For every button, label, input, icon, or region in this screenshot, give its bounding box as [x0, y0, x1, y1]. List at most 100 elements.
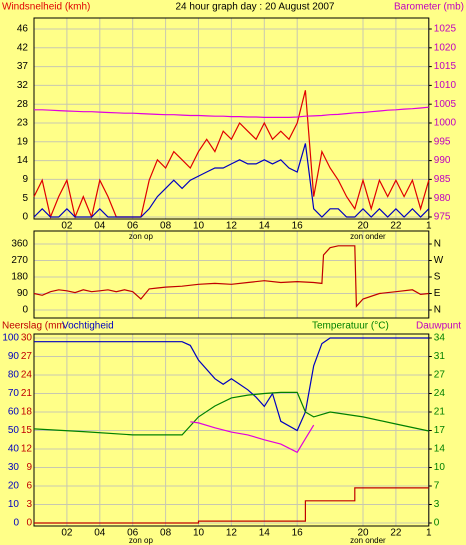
- x-tick-label: 16: [292, 221, 304, 232]
- y2-tick-label: 1005: [434, 99, 457, 110]
- y2-tick-label: 10: [434, 462, 446, 473]
- y-tick-label: 28: [17, 99, 29, 110]
- x-tick-label: 16: [292, 528, 304, 539]
- y-tick-label: 40: [8, 444, 20, 455]
- x-tick-label: 14: [259, 221, 271, 232]
- series-line: [33, 391, 429, 436]
- y3-tick-label: 24: [21, 370, 33, 381]
- y-tick-label: 9: [22, 174, 28, 185]
- y2-tick-label: 1010: [434, 80, 457, 91]
- x-tick-label: 06: [127, 221, 139, 232]
- y2-tick-label: S: [434, 272, 441, 283]
- annotation: zon onder: [350, 536, 386, 545]
- x-tick-label: 02: [61, 221, 73, 232]
- x-tick-label: 20: [357, 221, 369, 232]
- y2-tick-label: N: [434, 239, 441, 250]
- y2-tick-label: 995: [434, 136, 451, 147]
- x-tick-label: 12: [226, 221, 238, 232]
- y3-tick-label: 3: [26, 499, 32, 510]
- series-line: [190, 421, 315, 454]
- plot-frame: [33, 333, 430, 527]
- y-tick-label: 32: [17, 80, 29, 91]
- y3-tick-label: 9: [26, 462, 32, 473]
- dewpoint-label: Dauwpunt: [416, 321, 461, 332]
- y3-tick-label: 6: [26, 481, 32, 492]
- plot-frame: [33, 230, 430, 319]
- y2-tick-label: 1000: [434, 118, 457, 129]
- y-tick-label: 60: [8, 407, 20, 418]
- y-tick-label: 0: [22, 212, 28, 223]
- humidity-label: Vochtigheid: [62, 321, 114, 332]
- series-line: [34, 106, 429, 118]
- y-tick-label: 20: [8, 481, 20, 492]
- y2-tick-label: 21: [434, 407, 446, 418]
- series-line: [34, 337, 429, 432]
- y2-tick-label: W: [434, 255, 444, 266]
- y2-tick-label: 34: [434, 333, 446, 344]
- y2-tick-label: 980: [434, 193, 451, 204]
- y2-tick-label: 975: [434, 212, 451, 223]
- y-tick-label: 42: [17, 42, 29, 53]
- x-tick-label: 1: [426, 528, 432, 539]
- y-tick-label: 50: [8, 425, 20, 436]
- x-tick-label: 20: [357, 528, 369, 539]
- y2-tick-label: 0: [434, 518, 440, 529]
- x-tick-label: 04: [94, 528, 106, 539]
- y-tick-label: 19: [17, 136, 29, 147]
- y3-tick-label: 18: [21, 407, 33, 418]
- y3-tick-label: 15: [21, 425, 33, 436]
- y2-tick-label: 1015: [434, 61, 457, 72]
- y-tick-label: 46: [17, 24, 29, 35]
- y2-tick-label: 990: [434, 155, 451, 166]
- annotation: zon op: [129, 232, 154, 241]
- x-tick-label: 02: [61, 528, 73, 539]
- y-tick-label: 90: [8, 351, 20, 362]
- y3-tick-label: 0: [26, 518, 32, 529]
- y2-tick-label: 17: [434, 425, 446, 436]
- series-line: [33, 245, 429, 308]
- series-line: [33, 143, 430, 218]
- y2-tick-label: 24: [434, 388, 446, 399]
- y-tick-label: 360: [11, 239, 28, 250]
- y-tick-label: 0: [13, 518, 19, 529]
- x-tick-label: 04: [94, 221, 106, 232]
- y-tick-label: 37: [17, 61, 29, 72]
- x-tick-label: 10: [193, 528, 205, 539]
- y2-tick-label: 14: [434, 444, 446, 455]
- x-tick-label: 22: [390, 221, 402, 232]
- y-tick-label: 10: [8, 499, 20, 510]
- y3-tick-label: 21: [21, 388, 33, 399]
- y2-tick-label: 27: [434, 370, 446, 381]
- y-tick-label: 70: [8, 388, 20, 399]
- y-tick-label: 14: [17, 155, 29, 166]
- y3-tick-label: 12: [21, 444, 33, 455]
- x-tick-label: 14: [259, 528, 271, 539]
- rain-label: Neerslag (mm: [2, 321, 65, 332]
- y-tick-label: 23: [17, 118, 29, 129]
- plot-frame: [33, 17, 430, 220]
- y-tick-label: 100: [2, 333, 19, 344]
- y2-tick-label: 3: [434, 499, 440, 510]
- y2-tick-label: 1025: [434, 24, 457, 35]
- y2-tick-label: 7: [434, 481, 440, 492]
- annotation: zon onder: [350, 232, 386, 241]
- y2-tick-label: N: [434, 305, 441, 316]
- x-tick-label: 08: [160, 528, 172, 539]
- y3-tick-label: 30: [21, 333, 33, 344]
- y-tick-label: 30: [8, 462, 20, 473]
- x-tick-label: 08: [160, 221, 172, 232]
- y2-tick-label: 1020: [434, 42, 457, 53]
- x-tick-label: 1: [426, 221, 432, 232]
- annotation: zon op: [129, 536, 154, 545]
- chart-title: 24 hour graph day : 20 August 2007: [175, 2, 334, 13]
- temperature-label: Temperatuur (°C): [312, 321, 389, 332]
- y-tick-label: 270: [11, 255, 28, 266]
- y-tick-label: 90: [17, 288, 29, 299]
- y2-tick-label: 31: [434, 351, 446, 362]
- y-tick-label: 80: [8, 370, 20, 381]
- y2-tick-label: E: [434, 288, 441, 299]
- y3-tick-label: 27: [21, 351, 33, 362]
- y2-tick-label: 985: [434, 174, 451, 185]
